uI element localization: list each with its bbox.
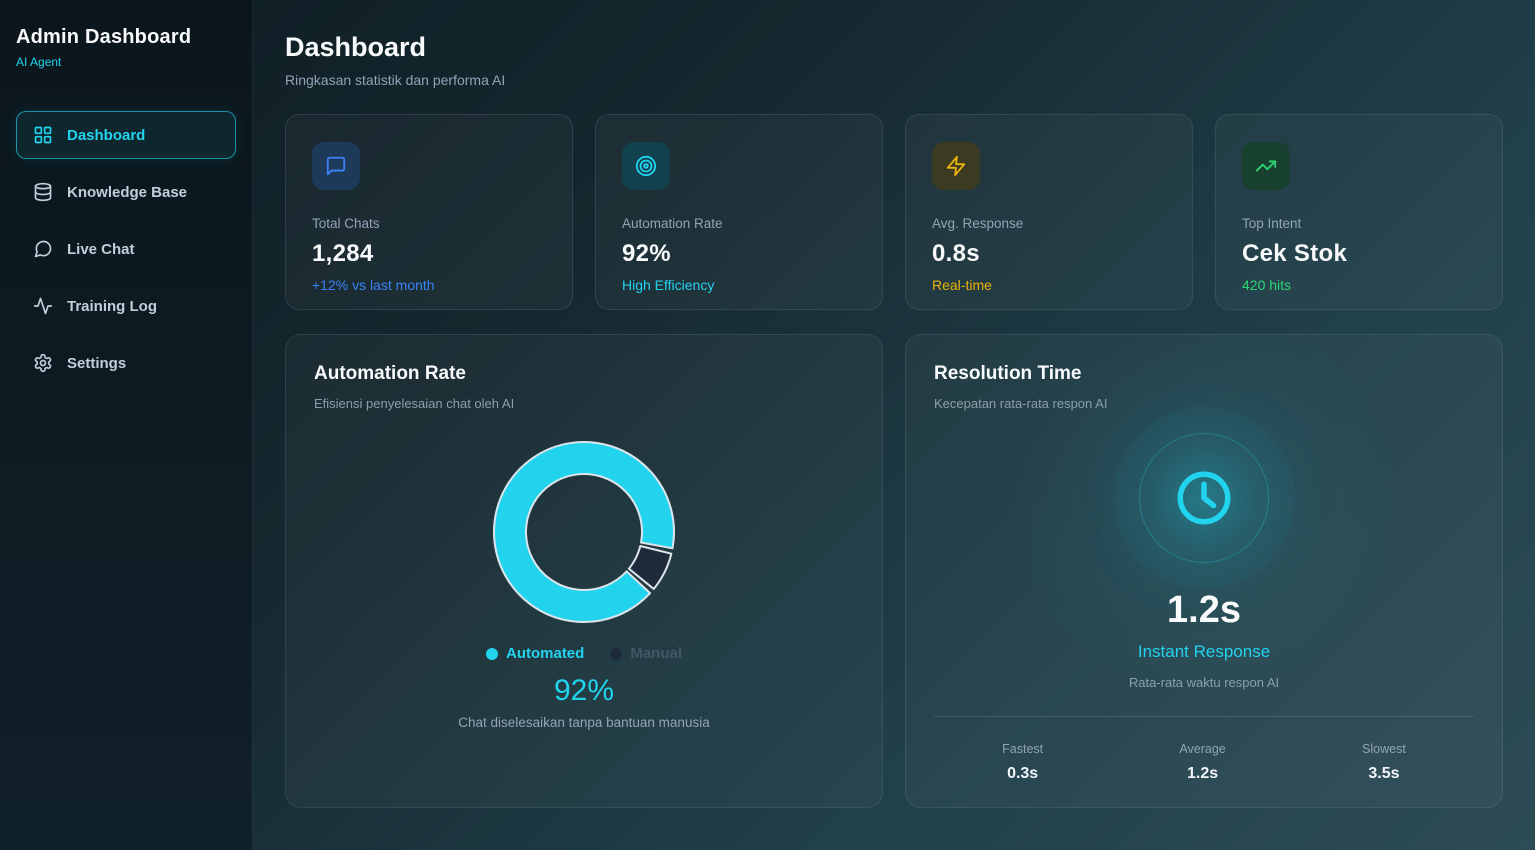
automation-percent: 92%	[553, 674, 615, 707]
page-title: Dashboard	[285, 32, 427, 62]
app-title: Admin Dashboard	[16, 26, 192, 48]
stat-card-avg-response: Avg. Response 0.8s Real-time	[905, 114, 1193, 310]
stat-value: 0.8s	[932, 240, 980, 267]
legend-dot	[610, 647, 623, 660]
stat-label: Top Intent	[1242, 216, 1302, 231]
legend-item-manual: Manual	[610, 645, 682, 662]
stat-value: Cek Stok	[1242, 240, 1348, 267]
sidebar: Admin Dashboard AI Agent Dashboard Knowl…	[0, 0, 253, 850]
message-circle-icon	[33, 239, 53, 259]
resolution-value: 1.2s	[1167, 589, 1241, 631]
app-subtitle: AI Agent	[16, 55, 62, 69]
panels-row: Automation Rate Efisiensi penyelesaian c…	[285, 334, 1503, 808]
stat-label: Average	[1179, 742, 1226, 756]
resolution-stats-row: Fastest 0.3s Average 1.2s Slowest 3.5s	[934, 742, 1474, 783]
stat-label: Avg. Response	[932, 216, 1024, 231]
sidebar-item-knowledge-base[interactable]: Knowledge Base	[16, 168, 236, 216]
stat-label: Fastest	[1002, 742, 1044, 756]
sidebar-item-label: Dashboard	[67, 126, 146, 144]
stat-cards-row: Total Chats 1,284 +12% vs last month Aut…	[285, 114, 1503, 310]
stat-value: 1,284	[312, 240, 374, 267]
legend-dot	[485, 647, 498, 660]
stat-value: 92%	[622, 240, 671, 267]
stat-label: Slowest	[1362, 742, 1406, 756]
page-subtitle: Ringkasan statistik dan performa AI	[285, 72, 506, 88]
sidebar-item-live-chat[interactable]: Live Chat	[16, 225, 236, 273]
panel-title: Automation Rate	[314, 363, 466, 384]
panel-subtitle: Kecepatan rata-rata respon AI	[934, 396, 1108, 411]
donut-legend: Automated Manual	[314, 645, 854, 662]
resolution-caption: Rata-rata waktu respon AI	[1128, 675, 1280, 690]
legend-item-automated: Automated	[485, 645, 585, 662]
sidebar-item-label: Training Log	[67, 297, 157, 315]
database-icon	[33, 182, 53, 202]
stat-label: Total Chats	[312, 216, 380, 231]
target-icon	[622, 142, 670, 190]
stat-average: Average 1.2s	[1179, 742, 1225, 783]
clock-halo	[1139, 433, 1269, 563]
stat-value: 1.2s	[1187, 765, 1219, 782]
stat-label: Automation Rate	[622, 216, 723, 231]
sidebar-item-label: Settings	[67, 354, 127, 372]
divider	[934, 716, 1474, 717]
automation-caption: Chat diselesaikan tanpa bantuan manusia	[458, 715, 710, 730]
stat-sub: Real-time	[932, 277, 992, 293]
automation-donut-chart	[314, 437, 854, 627]
trending-up-icon	[1242, 142, 1290, 190]
sidebar-item-training-log[interactable]: Training Log	[16, 282, 236, 330]
sidebar-item-label: Live Chat	[67, 240, 135, 258]
stat-card-automation-rate: Automation Rate 92% High Efficiency	[595, 114, 883, 310]
sidebar-item-label: Knowledge Base	[67, 183, 188, 201]
main-content: Dashboard Ringkasan statistik dan perfor…	[253, 0, 1535, 850]
sidebar-nav: Dashboard Knowledge Base Live Chat Train…	[16, 111, 236, 387]
message-square-icon	[312, 142, 360, 190]
sidebar-item-settings[interactable]: Settings	[16, 339, 236, 387]
donut-slice-automated	[493, 441, 675, 623]
stat-slowest: Slowest 3.5s	[1362, 742, 1406, 783]
stat-sub: 420 hits	[1242, 277, 1292, 293]
resolution-status: Instant Response	[1137, 642, 1271, 661]
stat-card-top-intent: Top Intent Cek Stok 420 hits	[1215, 114, 1503, 310]
zap-icon	[932, 142, 980, 190]
donut-slice-manual	[627, 544, 673, 590]
sidebar-item-dashboard[interactable]: Dashboard	[16, 111, 236, 159]
layout-grid-icon	[33, 125, 53, 145]
panel-subtitle: Efisiensi penyelesaian chat oleh AI	[314, 396, 515, 411]
clock-icon	[1174, 468, 1234, 528]
stat-value: 3.5s	[1368, 765, 1400, 782]
stat-sub: High Efficiency	[622, 277, 715, 293]
automation-rate-panel: Automation Rate Efisiensi penyelesaian c…	[285, 334, 883, 808]
activity-icon	[33, 296, 53, 316]
stat-card-total-chats: Total Chats 1,284 +12% vs last month	[285, 114, 573, 310]
gear-icon	[33, 353, 53, 373]
resolution-time-panel: Resolution Time Kecepatan rata-rata resp…	[905, 334, 1503, 808]
stat-value: 0.3s	[1007, 765, 1039, 782]
stat-fastest: Fastest 0.3s	[1002, 742, 1043, 783]
legend-label: Manual	[630, 645, 683, 662]
stat-sub: +12% vs last month	[312, 277, 435, 293]
panel-title: Resolution Time	[934, 363, 1082, 384]
legend-label: Automated	[505, 645, 585, 662]
